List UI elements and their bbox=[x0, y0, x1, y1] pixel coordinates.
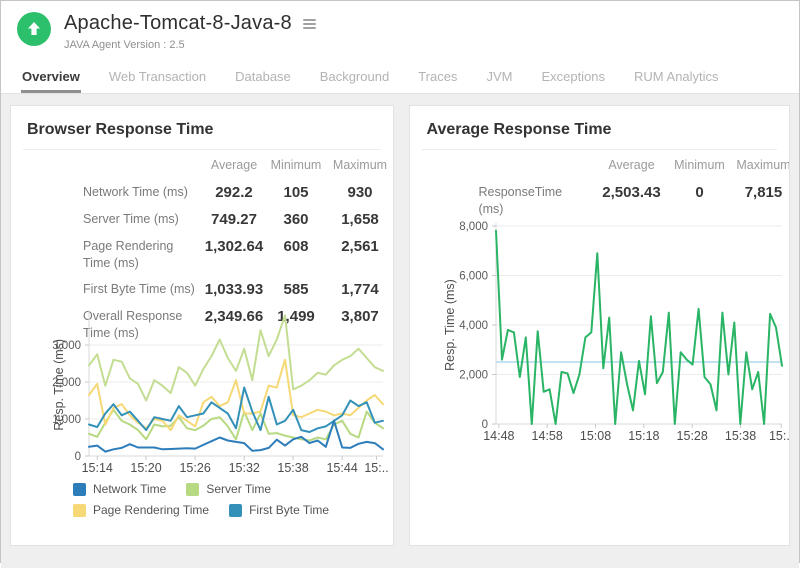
legend-item-server-time[interactable]: Server Time bbox=[186, 482, 271, 496]
row-label: Server Time (ms) bbox=[23, 211, 201, 228]
dashboard-content: Browser Response Time AverageMinimumMaxi… bbox=[1, 94, 799, 568]
legend-item-page-rendering-time[interactable]: Page Rendering Time bbox=[73, 503, 209, 517]
svg-text:15:28: 15:28 bbox=[677, 429, 708, 443]
svg-text:Resp. Time (ms): Resp. Time (ms) bbox=[443, 279, 457, 371]
tab-exceptions[interactable]: Exceptions bbox=[540, 63, 606, 93]
legend-item-network-time[interactable]: Network Time bbox=[73, 482, 166, 496]
svg-text:Resp. Time (ms): Resp. Time (ms) bbox=[52, 339, 66, 431]
legend-item-first-byte-time[interactable]: First Byte Time bbox=[229, 503, 329, 517]
tab-database[interactable]: Database bbox=[234, 63, 292, 93]
browser-response-chart[interactable]: 01,0002,0003,00015:1415:2015:2615:3215:3… bbox=[11, 309, 394, 481]
tab-jvm[interactable]: JVM bbox=[485, 63, 513, 93]
minimum-value: 585 bbox=[267, 281, 325, 299]
panel-browser-response-time: Browser Response Time AverageMinimumMaxi… bbox=[10, 105, 394, 546]
column-header-maximum: Maximum bbox=[325, 158, 394, 175]
svg-text:15:..: 15:.. bbox=[364, 461, 388, 475]
tab-bar: Overview Web Transaction Database Backgroun… bbox=[1, 57, 799, 94]
maximum-value: 1,658 bbox=[325, 211, 394, 229]
maximum-value: 1,774 bbox=[325, 281, 394, 299]
minimum-value: 105 bbox=[267, 184, 325, 202]
minimum-value: 0 bbox=[672, 184, 726, 202]
svg-text:4,000: 4,000 bbox=[460, 320, 489, 332]
minimum-value: 360 bbox=[267, 211, 325, 229]
legend-swatch bbox=[186, 483, 199, 496]
app-status-icon bbox=[17, 12, 51, 46]
up-arrow-icon bbox=[25, 20, 43, 38]
svg-text:2,000: 2,000 bbox=[460, 370, 489, 382]
average-response-chart[interactable]: 02,0004,0006,0008,00014:4814:5815:0815:1… bbox=[410, 206, 790, 454]
maximum-value: 2,561 bbox=[325, 238, 394, 256]
legend-swatch bbox=[73, 504, 86, 517]
minimum-value: 608 bbox=[267, 238, 325, 256]
column-header-minimum: Minimum bbox=[672, 158, 726, 175]
tab-rum-analytics[interactable]: RUM Analytics bbox=[633, 63, 720, 93]
row-label: First Byte Time (ms) bbox=[23, 281, 201, 298]
series-responsetime bbox=[496, 231, 782, 424]
row-label: Page Rendering Time (ms) bbox=[23, 238, 201, 272]
legend-label: Network Time bbox=[93, 482, 166, 496]
svg-text:15:38: 15:38 bbox=[277, 461, 308, 475]
panel-title: Average Response Time bbox=[422, 119, 777, 150]
average-value: 749.27 bbox=[201, 211, 267, 229]
maximum-value: 7,815 bbox=[726, 184, 790, 202]
column-header-average: Average bbox=[590, 158, 672, 175]
table-header-spacer bbox=[23, 158, 201, 161]
svg-text:15:26: 15:26 bbox=[179, 461, 210, 475]
svg-text:15:08: 15:08 bbox=[580, 429, 611, 443]
tab-background[interactable]: Background bbox=[319, 63, 390, 93]
series-first-byte-time bbox=[89, 388, 383, 433]
svg-text:0: 0 bbox=[75, 451, 81, 463]
legend-label: First Byte Time bbox=[249, 503, 329, 517]
svg-text:15:14: 15:14 bbox=[82, 461, 113, 475]
svg-text:15:18: 15:18 bbox=[629, 429, 660, 443]
legend-swatch bbox=[229, 504, 242, 517]
svg-text:14:58: 14:58 bbox=[532, 429, 563, 443]
average-value: 292.2 bbox=[201, 184, 267, 202]
svg-text:8,000: 8,000 bbox=[460, 221, 489, 233]
page-title: Apache-Tomcat-8-Java-8 bbox=[64, 12, 292, 35]
column-header-maximum: Maximum bbox=[726, 158, 790, 175]
svg-text:15:44: 15:44 bbox=[326, 461, 357, 475]
tab-web-transaction[interactable]: Web Transaction bbox=[108, 63, 207, 93]
average-value: 2,503.43 bbox=[590, 184, 672, 202]
column-header-minimum: Minimum bbox=[267, 158, 325, 175]
svg-text:15:..: 15:.. bbox=[769, 429, 790, 443]
average-value: 1,033.93 bbox=[201, 281, 267, 299]
column-header-average: Average bbox=[201, 158, 267, 175]
svg-text:15:20: 15:20 bbox=[130, 461, 161, 475]
svg-text:14:48: 14:48 bbox=[484, 429, 515, 443]
panel-average-response-time: Average Response Time AverageMinimumMaxi… bbox=[409, 105, 790, 546]
average-value: 1,302.64 bbox=[201, 238, 267, 256]
legend-swatch bbox=[73, 483, 86, 496]
row-label: Network Time (ms) bbox=[23, 184, 201, 201]
panel-title: Browser Response Time bbox=[23, 119, 381, 150]
series-overall-response-time bbox=[89, 315, 383, 400]
agent-version-label: JAVA Agent Version : 2.5 bbox=[64, 39, 318, 51]
legend-label: Server Time bbox=[206, 482, 271, 496]
app-header: Apache-Tomcat-8-Java-8 JAVA Agent Versio… bbox=[1, 1, 799, 57]
svg-text:15:32: 15:32 bbox=[229, 461, 260, 475]
svg-text:6,000: 6,000 bbox=[460, 271, 489, 283]
legend-label: Page Rendering Time bbox=[93, 503, 209, 517]
maximum-value: 930 bbox=[325, 184, 394, 202]
hamburger-menu-icon[interactable] bbox=[301, 17, 318, 31]
tab-overview[interactable]: Overview bbox=[21, 63, 81, 93]
tab-traces[interactable]: Traces bbox=[417, 63, 458, 93]
browser-response-legend: Network Time Server Time Page Rendering Ti… bbox=[73, 482, 345, 517]
svg-text:15:38: 15:38 bbox=[725, 429, 756, 443]
table-header-spacer bbox=[422, 158, 590, 161]
